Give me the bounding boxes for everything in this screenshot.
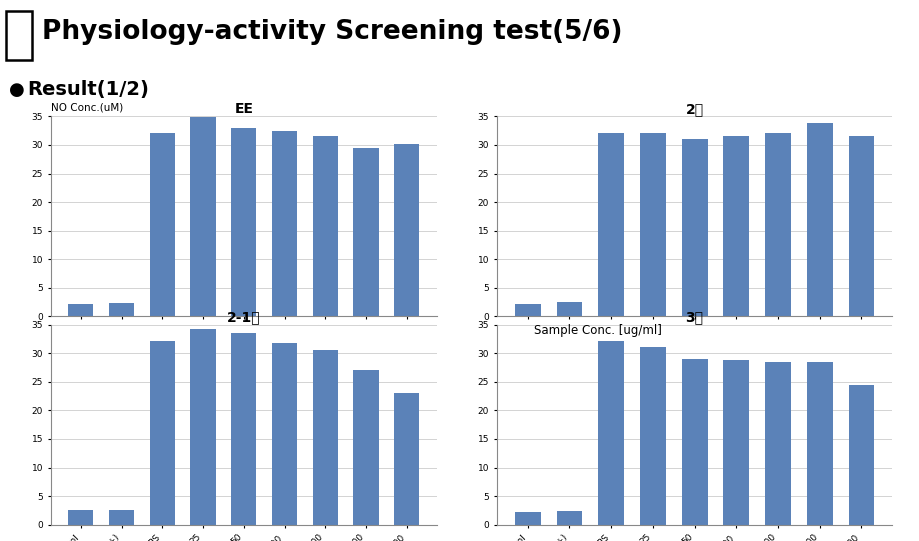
Text: NO Conc.(uM): NO Conc.(uM) [51,103,123,113]
Bar [68,511,94,525]
Bar [515,512,540,525]
Title: 3번: 3번 [685,311,703,325]
Bar [597,341,623,525]
Bar [806,362,832,525]
Title: 2번: 2번 [685,102,703,116]
Bar [765,362,790,525]
Bar [847,385,873,525]
Bar [6,11,32,60]
Bar [393,393,419,525]
Bar [272,130,297,316]
Bar [353,371,379,525]
Bar [556,511,582,525]
Bar [681,359,707,525]
Bar [722,136,748,316]
Bar [765,134,790,316]
Title: EE: EE [234,102,253,116]
Bar [231,333,256,525]
Bar [150,134,175,316]
Bar [190,117,215,316]
Title: 2-1번: 2-1번 [227,311,260,325]
Text: Sample Conc. [ug/ml]: Sample Conc. [ug/ml] [533,324,661,337]
Bar [150,341,175,525]
Text: ●: ● [9,81,25,99]
Bar [108,511,134,525]
Bar [68,304,94,316]
Bar [108,303,134,316]
Bar [640,347,665,525]
Bar [312,136,337,316]
Bar [681,139,707,316]
Bar [806,123,832,316]
Bar [393,144,419,316]
Bar [722,360,748,525]
Bar [231,128,256,316]
Bar [597,134,623,316]
Bar [515,304,540,316]
Bar [353,148,379,316]
Text: Physiology-activity Screening test(5/6): Physiology-activity Screening test(5/6) [42,19,622,45]
Bar [312,351,337,525]
Bar [272,344,297,525]
Bar [190,328,215,525]
Bar [640,134,665,316]
Bar [847,136,873,316]
Text: Result(1/2): Result(1/2) [28,80,149,100]
Bar [556,302,582,316]
